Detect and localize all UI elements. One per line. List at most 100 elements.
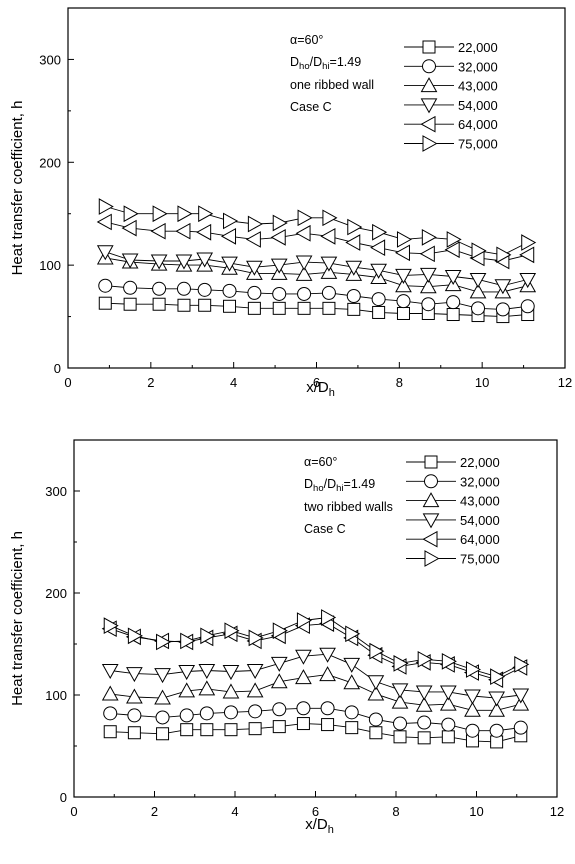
legend-marker bbox=[420, 77, 438, 93]
data-point bbox=[98, 296, 112, 310]
data-point bbox=[488, 691, 505, 707]
data-point bbox=[441, 717, 456, 732]
data-point bbox=[393, 730, 407, 744]
data-point bbox=[150, 222, 166, 240]
data-point bbox=[270, 229, 286, 246]
series-triangle-right bbox=[103, 609, 530, 685]
annotation-wall-config: one ribbed wall bbox=[290, 78, 374, 92]
data-point bbox=[123, 205, 139, 223]
annotation-case: Case C bbox=[290, 100, 332, 114]
data-point bbox=[439, 695, 457, 711]
y-axis-label: Heat transfer coefficient, h bbox=[9, 101, 26, 276]
data-point bbox=[370, 263, 387, 279]
data-point bbox=[320, 701, 335, 716]
data-point bbox=[177, 205, 193, 223]
data-point bbox=[126, 688, 143, 704]
data-point bbox=[199, 706, 214, 721]
data-point bbox=[200, 723, 214, 737]
data-point bbox=[198, 680, 216, 696]
data-point bbox=[154, 668, 171, 684]
series-circle bbox=[98, 278, 535, 317]
data-point bbox=[196, 252, 214, 268]
data-point bbox=[321, 609, 337, 626]
series-circle bbox=[103, 701, 528, 738]
data-point bbox=[393, 716, 408, 731]
series-triangle-down bbox=[96, 245, 537, 295]
x-axis-label: x/Dh bbox=[306, 379, 335, 399]
legend-label: 64,000 bbox=[460, 532, 500, 547]
x-tick-label: 0 bbox=[64, 375, 71, 390]
series-triangle-left bbox=[96, 213, 535, 270]
x-tick-label: 8 bbox=[392, 804, 399, 819]
data-point bbox=[519, 246, 535, 264]
data-point bbox=[272, 301, 286, 315]
data-point bbox=[270, 258, 288, 274]
data-point bbox=[494, 279, 512, 295]
series-line bbox=[110, 707, 521, 732]
data-point bbox=[152, 281, 167, 296]
data-point bbox=[347, 218, 363, 236]
data-point bbox=[396, 294, 411, 309]
x-tick-label: 4 bbox=[230, 375, 237, 390]
data-point bbox=[272, 702, 287, 717]
data-point bbox=[270, 673, 288, 689]
data-point bbox=[123, 280, 138, 295]
annotation-ratio-sub-ho: ho bbox=[313, 483, 324, 494]
data-point bbox=[222, 283, 237, 298]
data-point bbox=[177, 298, 191, 312]
legend-marker bbox=[422, 40, 436, 54]
data-point bbox=[419, 245, 435, 263]
data-point bbox=[439, 685, 457, 701]
data-point bbox=[272, 622, 288, 640]
data-point bbox=[222, 665, 240, 681]
legend-label: 32,000 bbox=[460, 474, 500, 489]
data-point bbox=[320, 227, 336, 245]
data-point bbox=[175, 222, 191, 240]
data-point bbox=[391, 693, 409, 709]
series-line bbox=[105, 221, 528, 262]
data-point bbox=[295, 669, 312, 685]
data-point bbox=[490, 668, 506, 685]
data-point bbox=[248, 722, 262, 736]
data-point bbox=[372, 305, 386, 319]
data-point bbox=[321, 285, 336, 300]
x-axis-label-subscript: h bbox=[328, 824, 334, 836]
data-point bbox=[321, 718, 335, 732]
data-point bbox=[296, 717, 310, 731]
annotation-ratio-value: =1.49 bbox=[344, 477, 376, 491]
data-point bbox=[319, 647, 336, 663]
data-point bbox=[101, 664, 119, 680]
data-point bbox=[296, 612, 312, 629]
legend-marker bbox=[422, 513, 440, 529]
x-tick-label: 4 bbox=[231, 804, 238, 819]
x-tick-label: 8 bbox=[396, 375, 403, 390]
x-tick-label: 12 bbox=[550, 804, 564, 819]
legend-marker bbox=[420, 98, 438, 114]
data-point bbox=[152, 297, 166, 311]
data-point bbox=[297, 209, 313, 227]
data-point bbox=[446, 295, 461, 310]
data-point bbox=[96, 245, 114, 261]
data-point bbox=[121, 253, 139, 269]
series-square bbox=[98, 296, 535, 324]
data-point bbox=[444, 241, 460, 259]
x-tick-label: 12 bbox=[558, 375, 572, 390]
x-axis-label-subscript: h bbox=[329, 387, 335, 399]
annotation-ratio-d: D bbox=[290, 55, 299, 69]
data-point bbox=[490, 735, 504, 749]
annotation-ratio-sub-ho: ho bbox=[299, 61, 310, 72]
series-triangle-up bbox=[101, 666, 530, 717]
data-point bbox=[322, 301, 336, 315]
data-point bbox=[178, 682, 196, 698]
data-point bbox=[223, 299, 237, 313]
chart-panel-bottom: 0 2 4 6 8 10 12 0 100 200 300 Heat transfer coeffic… bbox=[9, 439, 564, 836]
data-point bbox=[393, 655, 409, 672]
data-point bbox=[103, 617, 119, 634]
data-point bbox=[417, 731, 431, 745]
data-point bbox=[295, 265, 313, 281]
data-point bbox=[295, 255, 313, 271]
data-point bbox=[155, 710, 170, 725]
data-point bbox=[222, 683, 240, 699]
annotation-ratio-sub-hi: hi bbox=[322, 61, 329, 72]
data-point bbox=[176, 281, 191, 296]
